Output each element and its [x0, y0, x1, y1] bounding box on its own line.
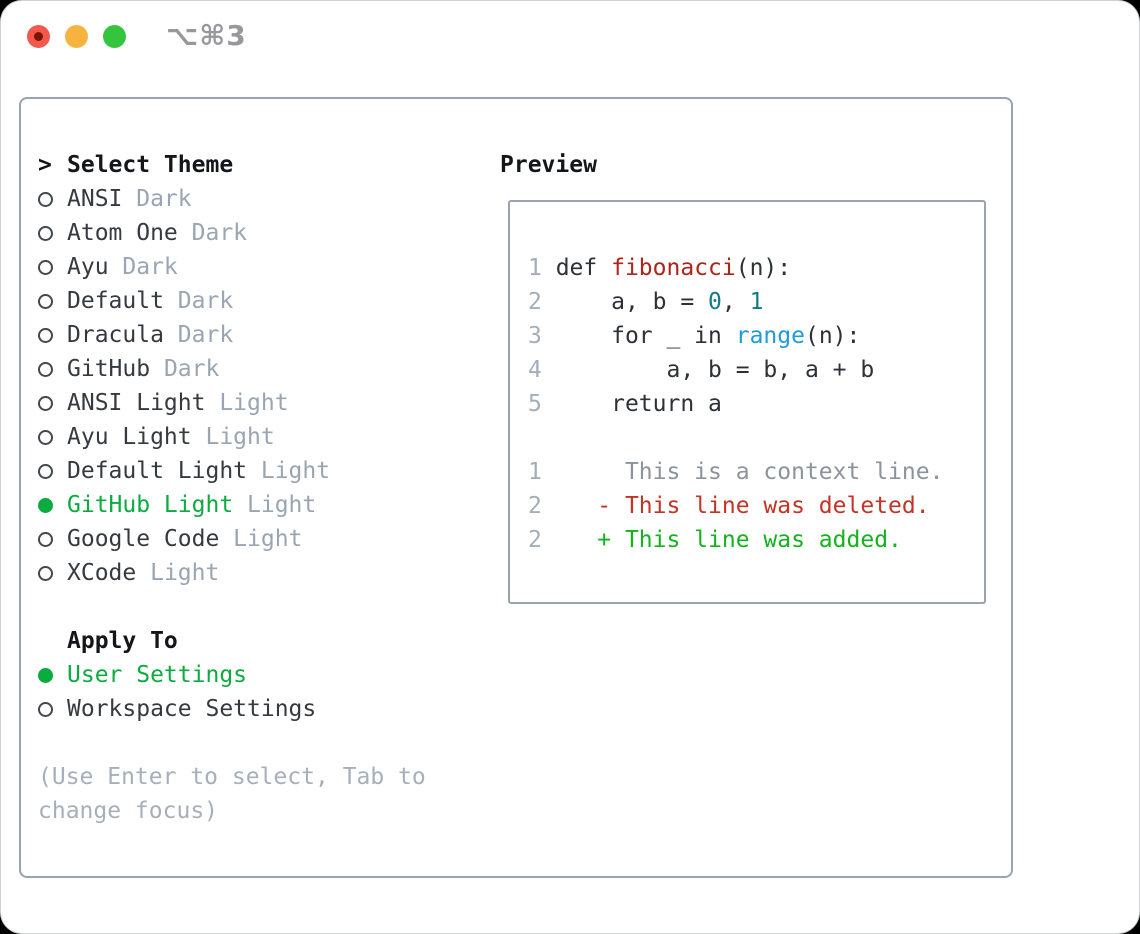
apply-option-label: User Settings — [67, 662, 248, 688]
code-line: 1 This is a context line. — [528, 459, 944, 485]
hint-line: (Use Enter to select, Tab to — [38, 764, 426, 790]
theme-name: ANSI Light — [67, 390, 206, 416]
radio-icon — [38, 191, 53, 207]
theme-variant: Light — [233, 492, 317, 518]
radio-icon — [38, 531, 53, 547]
theme-name: Atom One — [67, 220, 178, 246]
code-line: 2 - This line was deleted. — [528, 493, 930, 519]
title-bar: ⌥⌘3 — [0, 0, 1140, 74]
radio-icon — [38, 667, 53, 683]
theme-variant: Dark — [163, 322, 234, 348]
radio-icon — [38, 225, 53, 241]
radio-icon — [38, 463, 53, 479]
code-line: 2 a, b = 0, 1 — [528, 289, 764, 315]
radio-icon — [38, 565, 53, 581]
theme-name: Google Code — [67, 526, 220, 552]
theme-name: Default — [67, 288, 164, 314]
minimize-button[interactable] — [65, 25, 88, 48]
radio-icon — [38, 497, 53, 513]
theme-option-default[interactable]: Default Dark — [38, 284, 426, 318]
close-button[interactable] — [27, 25, 50, 48]
section-gap — [38, 726, 426, 760]
theme-variant: Light — [247, 458, 331, 484]
blank-line — [528, 421, 984, 455]
code-line: 1 def fibonacci(n): — [528, 255, 792, 281]
code-line: 3 for _ in range(n): — [528, 323, 861, 349]
window-title: ⌥⌘3 — [166, 19, 247, 52]
hint-line: change focus) — [38, 798, 219, 824]
theme-name: ANSI — [67, 186, 123, 212]
theme-variant: Dark — [122, 186, 192, 212]
radio-icon — [38, 701, 53, 717]
theme-option-xcode[interactable]: XCode Light — [38, 556, 426, 590]
theme-name: Ayu — [67, 254, 109, 280]
theme-option-default-light[interactable]: Default Light Light — [38, 454, 426, 488]
apply-option-workspace-settings[interactable]: Workspace Settings — [38, 692, 426, 726]
code-line: 5 return a — [528, 391, 722, 417]
preview-box: 1 def fibonacci(n): 2 a, b = 0, 1 3 for _ … — [508, 200, 986, 604]
theme-list: ANSI Dark Atom One Dark Ayu Dark Default… — [38, 182, 426, 590]
theme-option-ansi[interactable]: ANSI Dark — [38, 182, 426, 216]
theme-name: Ayu Light — [67, 424, 192, 450]
theme-variant: Light — [136, 560, 220, 586]
apply-to-title: Apply To — [67, 628, 178, 654]
theme-option-ayu-light[interactable]: Ayu Light Light — [38, 420, 426, 454]
theme-option-ansi-light[interactable]: ANSI Light Light — [38, 386, 426, 420]
zoom-button[interactable] — [103, 25, 126, 48]
apply-option-label: Workspace Settings — [67, 696, 317, 722]
theme-name: XCode — [67, 560, 137, 586]
theme-selector-panel: > Select Theme ANSI Dark Atom One Dark A… — [19, 97, 1013, 878]
preview-title: Preview — [500, 152, 597, 178]
section-gap — [38, 590, 426, 624]
select-theme-title: Select Theme — [67, 152, 234, 178]
apply-option-user-settings[interactable]: User Settings — [38, 658, 426, 692]
theme-option-github[interactable]: GitHub Dark — [38, 352, 426, 386]
radio-icon — [38, 259, 53, 275]
theme-variant: Light — [219, 526, 303, 552]
theme-name: Dracula — [67, 322, 164, 348]
theme-variant: Dark — [163, 288, 234, 314]
theme-list-column: > Select Theme ANSI Dark Atom One Dark A… — [38, 148, 426, 828]
theme-variant: Dark — [108, 254, 178, 280]
code-line: 2 + This line was added. — [528, 527, 902, 553]
theme-option-atom-one[interactable]: Atom One Dark — [38, 216, 426, 250]
theme-variant: Dark — [150, 356, 220, 382]
radio-icon — [38, 293, 53, 309]
radio-icon — [38, 361, 53, 377]
theme-option-dracula[interactable]: Dracula Dark — [38, 318, 426, 352]
theme-name: GitHub Light — [67, 492, 234, 518]
theme-variant: Light — [205, 390, 289, 416]
theme-variant: Dark — [177, 220, 248, 246]
code-preview: 1 def fibonacci(n): 2 a, b = 0, 1 3 for _ … — [510, 202, 984, 557]
traffic-lights — [27, 25, 126, 48]
radio-icon — [38, 327, 53, 343]
theme-option-ayu[interactable]: Ayu Dark — [38, 250, 426, 284]
theme-name: Default Light — [67, 458, 248, 484]
radio-icon — [38, 395, 53, 411]
theme-option-google-code[interactable]: Google Code Light — [38, 522, 426, 556]
apply-to-list: User Settings Workspace Settings — [38, 658, 426, 726]
apply-to-header: Apply To — [38, 624, 426, 658]
select-theme-header: > Select Theme — [38, 148, 426, 182]
radio-icon — [38, 429, 53, 445]
theme-name: GitHub — [67, 356, 151, 382]
theme-option-github-light[interactable]: GitHub Light Light — [38, 488, 426, 522]
hint-text: (Use Enter to select, Tab to change focus… — [38, 760, 426, 828]
prompt-cursor-icon: > — [38, 152, 52, 178]
code-line: 4 a, b = b, a + b — [528, 357, 875, 383]
theme-variant: Light — [191, 424, 275, 450]
